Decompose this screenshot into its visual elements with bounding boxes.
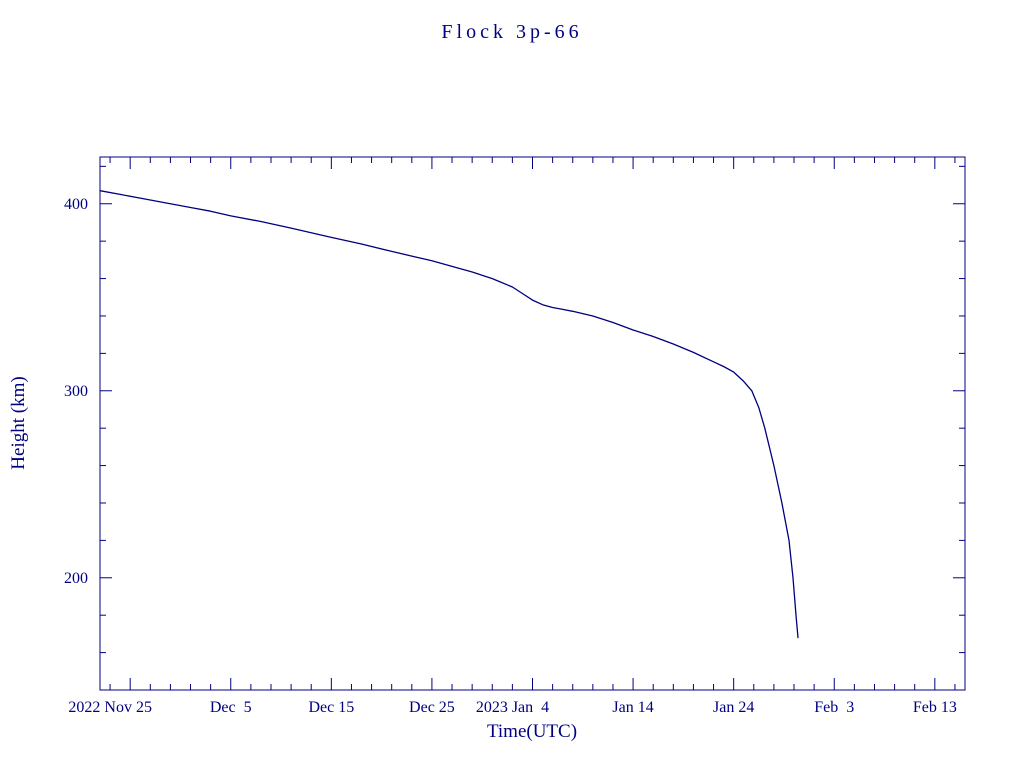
tick-labels: 2022 Nov 25 Dec 5 Dec 15 Dec 25 2023 Jan 4 Ja… [64, 196, 957, 716]
x-tick-label: Dec 15 [308, 699, 354, 716]
x-tick-label: Dec 25 [409, 699, 455, 716]
x-tick-label: Dec 5 [210, 699, 252, 716]
plot-axes [99, 156, 966, 691]
y-tick-label: 200 [64, 570, 88, 587]
chart-title: Flock 3p-66 [441, 21, 582, 43]
x-tick-label: Jan 14 [612, 699, 653, 716]
y-tick-label: 400 [64, 196, 88, 213]
x-tick-label: 2023 Jan 4 [476, 699, 549, 716]
x-tick-label: Jan 24 [713, 699, 754, 716]
decay-curve-line [99, 190, 799, 639]
x-tick-label: 2022 Nov 25 [68, 699, 152, 716]
plot-border [99, 156, 966, 691]
x-tick-label: Feb 13 [913, 699, 957, 716]
y-axis-label: Height (km) [8, 376, 29, 469]
decay-curve [99, 190, 799, 639]
x-tick-label: Feb 3 [814, 699, 854, 716]
y-tick-label: 300 [64, 383, 88, 400]
x-axis-label: Time(UTC) [487, 721, 577, 742]
